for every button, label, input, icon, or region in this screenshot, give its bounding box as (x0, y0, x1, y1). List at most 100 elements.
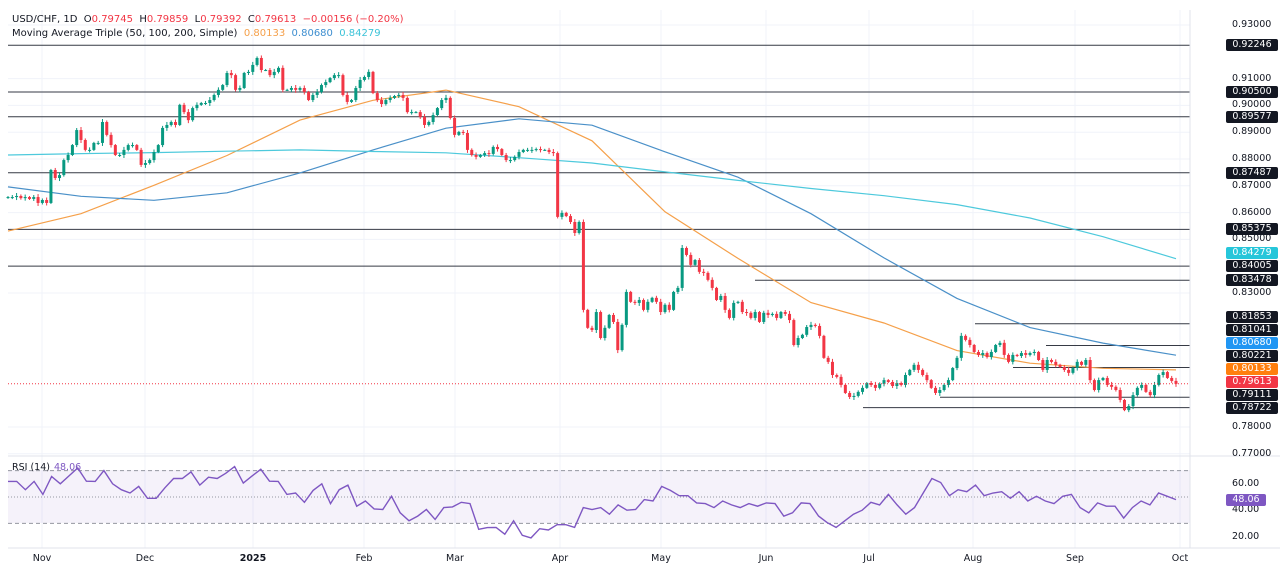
candle-body (375, 93, 379, 101)
candle (719, 293, 723, 303)
candle (577, 220, 581, 235)
candle (1153, 381, 1157, 399)
candle-body (105, 122, 109, 135)
candle (822, 334, 826, 359)
candle (380, 97, 384, 108)
candle (294, 84, 298, 93)
candle (805, 324, 809, 337)
price-tick-label: 0.91000 (1232, 72, 1272, 84)
last-price-tag: 0.79613 (1226, 375, 1278, 388)
candle (1011, 352, 1015, 365)
candle-body (809, 324, 813, 328)
candle-body (1084, 360, 1088, 365)
candle (367, 69, 371, 80)
candle (131, 142, 135, 148)
candle-body (620, 324, 624, 351)
candle (161, 125, 165, 148)
candle (508, 157, 512, 164)
candle-body (1049, 360, 1053, 362)
candle (173, 119, 177, 128)
ma-price-tag: 0.84279 (1226, 247, 1278, 260)
candle (496, 144, 500, 152)
candle (388, 95, 392, 103)
candle-body (903, 375, 907, 385)
candle-body (311, 94, 315, 101)
candle (946, 377, 950, 388)
candle-body (448, 97, 452, 118)
candle-body (367, 71, 371, 77)
candle (6, 195, 10, 199)
candle (861, 385, 865, 395)
candle-body (989, 351, 993, 358)
candle-body (337, 75, 341, 77)
candle (92, 141, 96, 151)
candle-body (392, 96, 396, 98)
candle-body (15, 195, 19, 198)
candle-body (959, 335, 963, 358)
candle-body (603, 327, 607, 339)
candle (66, 152, 70, 163)
candle-body (457, 131, 461, 135)
candle (191, 106, 195, 122)
symbol-label: USD/CHF, 1D (12, 14, 78, 25)
candle-body (1135, 387, 1139, 396)
candle-body (315, 92, 319, 95)
candle-body (161, 127, 165, 146)
candle-body (234, 75, 238, 90)
candle (221, 83, 225, 91)
candle (199, 101, 203, 106)
candle (680, 244, 684, 291)
rsi-title: RSI (14) (12, 462, 50, 473)
candle-body (599, 312, 603, 339)
candle (49, 168, 53, 205)
candle (740, 299, 744, 315)
candle (311, 92, 315, 103)
candle (126, 143, 130, 152)
candle-body (131, 145, 135, 147)
candle-body (873, 384, 877, 388)
candle (513, 155, 517, 162)
candle (624, 289, 628, 328)
candle (45, 197, 49, 206)
candle (70, 143, 74, 157)
candle-body (1097, 380, 1101, 391)
candle (792, 318, 796, 347)
candle (775, 311, 779, 321)
time-tick-label: Aug (963, 553, 983, 564)
candle-body (822, 335, 826, 358)
candle-body (1174, 380, 1178, 384)
candle (448, 96, 452, 120)
candle-body (96, 142, 100, 144)
time-tick-label: Jul (863, 553, 875, 564)
candle-body (289, 87, 293, 90)
rsi-tick-label: 60.00 (1232, 477, 1260, 489)
candle-body (1067, 369, 1071, 373)
candle-body (556, 153, 560, 217)
candle (1131, 392, 1135, 410)
candle (1127, 404, 1131, 413)
candle-body (753, 312, 757, 318)
candle-body (886, 380, 890, 382)
candle-body (380, 100, 384, 105)
candle-body (49, 169, 53, 203)
candle-body (573, 221, 577, 233)
candle-body (521, 149, 525, 153)
candle-body (36, 197, 40, 203)
candle-body (285, 89, 289, 91)
candle (620, 323, 624, 352)
candle (36, 194, 40, 206)
candle-body (152, 152, 156, 161)
candle-body (319, 85, 323, 92)
candle (444, 94, 448, 104)
candle (122, 146, 126, 158)
time-tick-label: Mar (446, 553, 464, 564)
candle (1054, 359, 1058, 368)
candle-body (526, 149, 530, 151)
candle (354, 85, 358, 103)
price-tick-label: 0.90000 (1232, 99, 1272, 111)
close-label: C (247, 14, 255, 25)
candle (706, 271, 710, 282)
candle-body (169, 122, 173, 125)
candle (337, 72, 341, 79)
